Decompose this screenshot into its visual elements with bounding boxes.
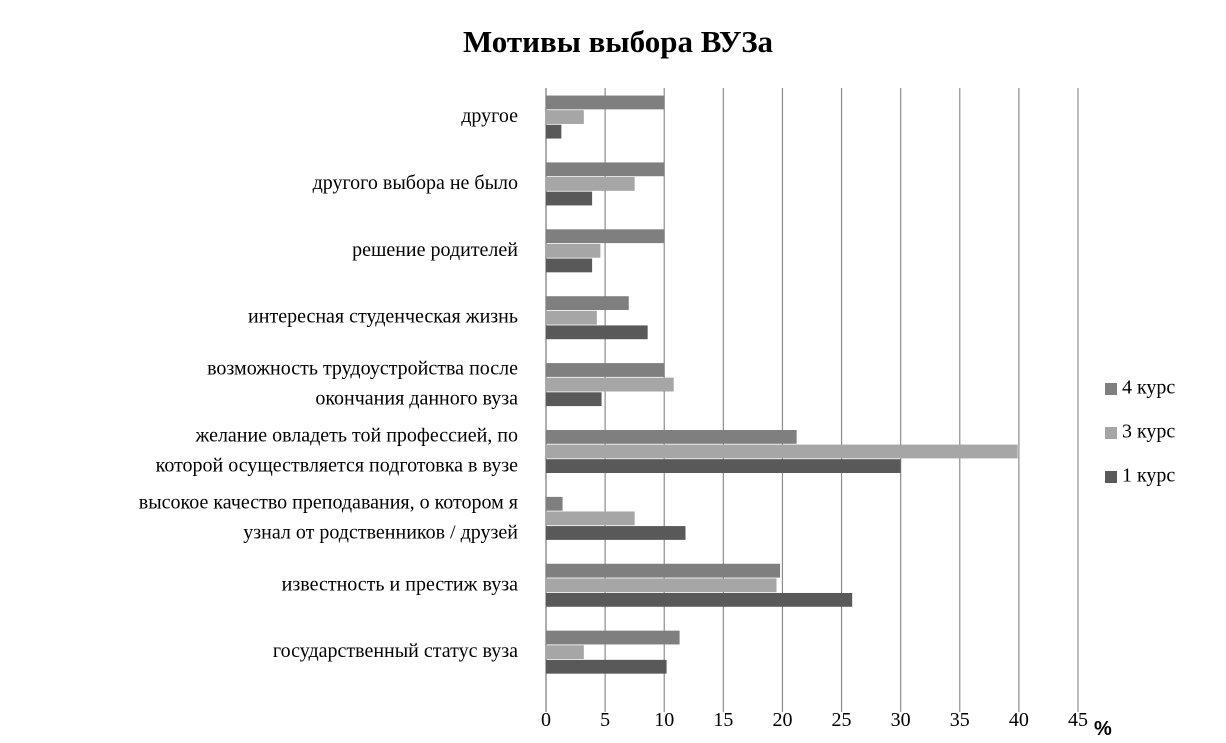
y-tick-label: другое (461, 105, 518, 127)
bar (546, 444, 1018, 459)
bar (546, 563, 781, 578)
y-tick-label: которой осуществляется подготовка в вузе (156, 454, 518, 476)
bar (546, 645, 584, 660)
x-tick-label: 45 (1068, 709, 1088, 731)
bar (546, 258, 593, 273)
legend-swatch (1105, 427, 1117, 439)
y-tick-label: государственный статус вуза (273, 640, 518, 662)
bar (546, 310, 597, 325)
legend-swatch (1105, 471, 1117, 483)
bar (546, 630, 680, 645)
y-tick-label: интересная студенческая жизнь (248, 306, 518, 328)
x-tick-label: 30 (891, 709, 911, 731)
bar (546, 511, 635, 526)
bar (546, 429, 797, 444)
y-tick-label: узнал от родственников / друзей (243, 521, 518, 543)
x-tick-label: 5 (600, 709, 610, 731)
legend-label: 3 курс (1122, 421, 1175, 443)
legend-label: 1 курс (1122, 465, 1175, 487)
bar (546, 162, 665, 177)
x-tick-label: 40 (1009, 709, 1029, 731)
bar (546, 526, 686, 540)
bar (546, 110, 584, 124)
bar (546, 325, 648, 340)
y-tick-label: окончания данного вуза (315, 388, 518, 410)
bar (546, 592, 853, 607)
chart-title: Мотивы выбора ВУЗа (463, 24, 774, 59)
x-tick-label: 35 (950, 709, 970, 731)
y-tick-label: решение родителей (352, 239, 518, 261)
bar (546, 578, 777, 593)
bar (546, 496, 563, 511)
bar (546, 191, 593, 206)
bar (546, 296, 629, 311)
x-tick-label: 0 (541, 709, 551, 731)
bar (546, 229, 665, 244)
x-tick-label: 10 (654, 709, 674, 731)
bar (546, 363, 665, 377)
bar (546, 177, 635, 191)
y-tick-label: известность и престиж вуза (282, 573, 518, 595)
bar (546, 659, 667, 674)
bar (546, 377, 674, 392)
x-tick-label: 25 (832, 709, 852, 731)
x-tick-label: 20 (772, 709, 792, 731)
bar (546, 459, 901, 473)
y-tick-label: возможность трудоустройства после (207, 358, 518, 380)
x-axis-label: % (1094, 718, 1112, 738)
bar (546, 392, 602, 407)
bar (546, 243, 601, 258)
legend-label: 4 курс (1122, 377, 1175, 399)
y-tick-label: высокое качество преподавания, о котором… (139, 491, 518, 513)
bar (546, 95, 665, 110)
y-tick-label: желание овладеть той профессией, по (195, 424, 518, 446)
x-tick-label: 15 (713, 709, 733, 731)
bar (546, 124, 562, 139)
legend-swatch (1105, 383, 1117, 395)
y-tick-label: другого выбора не было (313, 172, 518, 194)
